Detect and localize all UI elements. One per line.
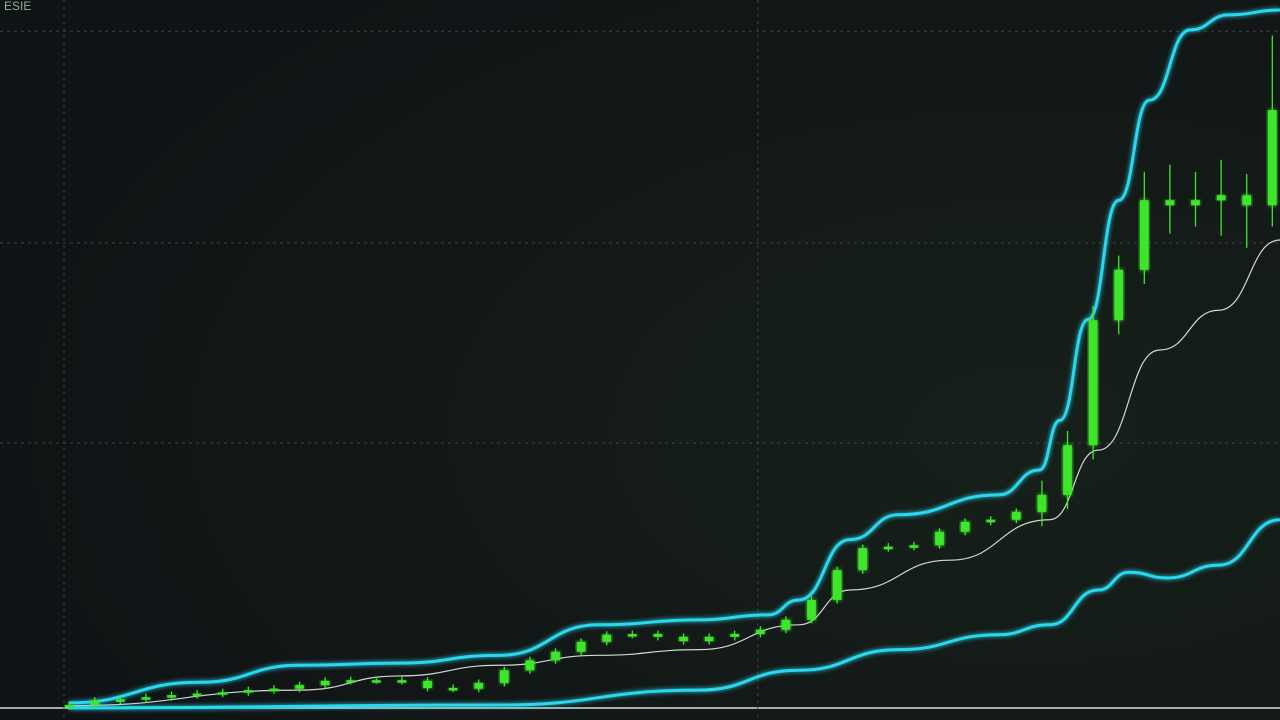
candle-body [115, 699, 125, 702]
candle-body [243, 690, 253, 693]
candle-body [192, 693, 202, 697]
candle-body [1011, 511, 1021, 520]
candle-body [423, 680, 432, 688]
candle-body [218, 692, 228, 695]
candle-body [679, 636, 688, 642]
candle-body [576, 641, 586, 652]
candle-body [653, 634, 663, 637]
candle-body [858, 548, 868, 571]
candle-body [90, 700, 100, 706]
candle-body [141, 697, 151, 700]
candle-body [1114, 269, 1124, 321]
candle-body [320, 680, 330, 686]
candle-body [499, 670, 509, 684]
candle-body [371, 680, 381, 683]
candle-body [1037, 494, 1047, 512]
candle-body [167, 695, 176, 698]
candle-body [1063, 445, 1072, 495]
candle-body [832, 570, 842, 600]
candle-body [64, 705, 74, 708]
candle-body [755, 629, 765, 635]
candle-body [883, 546, 893, 550]
candle-body [807, 599, 816, 620]
candle-body [346, 680, 356, 683]
band-line [69, 8, 1280, 705]
chart-title: ESIE [4, 0, 31, 13]
candle-body [525, 660, 535, 671]
candle-body [730, 634, 740, 637]
candle-body [781, 619, 791, 630]
candle-body [448, 687, 458, 691]
candle-body [551, 651, 560, 661]
candle-body [397, 680, 407, 683]
candle-body [704, 636, 714, 642]
band-line [69, 518, 1280, 710]
candle-body [935, 531, 944, 546]
candle-body [474, 683, 484, 689]
candle-body [909, 545, 919, 548]
band-line [69, 239, 1280, 707]
candle-body [1216, 195, 1226, 201]
candle-body [295, 685, 304, 689]
candle-body [627, 634, 637, 637]
candle-body [602, 634, 612, 642]
candle-body [1088, 320, 1098, 446]
candle-body [1191, 200, 1200, 206]
candle-body [269, 688, 279, 692]
candle-body [1165, 200, 1175, 206]
candle-body [1139, 200, 1149, 270]
candle-body [960, 521, 970, 532]
candle-body [1242, 195, 1252, 206]
candle-body [1267, 110, 1277, 206]
candle-body [986, 519, 996, 523]
